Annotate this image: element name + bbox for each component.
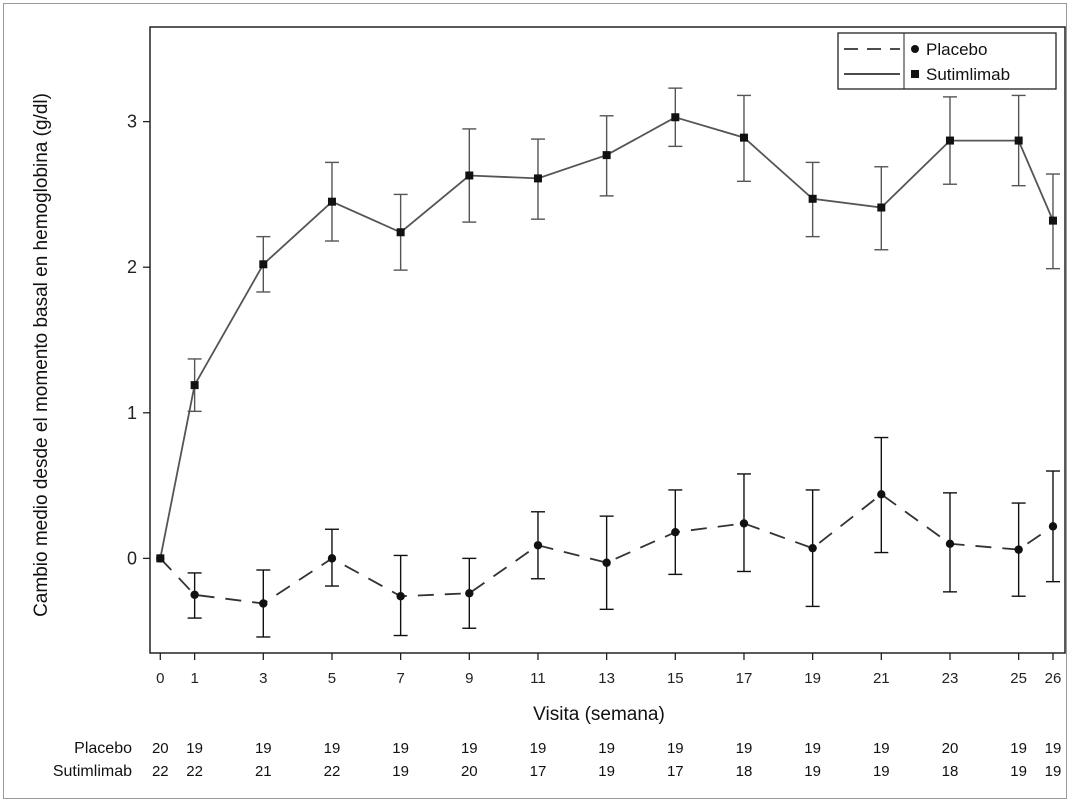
data-point bbox=[156, 554, 165, 563]
at-risk-count: 19 bbox=[598, 740, 615, 757]
data-point bbox=[877, 203, 886, 212]
legend-label: Placebo bbox=[926, 40, 987, 59]
data-point bbox=[1014, 545, 1023, 554]
at-risk-count: 19 bbox=[392, 740, 409, 757]
plot-area-frame bbox=[149, 26, 1066, 654]
at-risk-count: 19 bbox=[392, 763, 409, 780]
at-risk-count: 19 bbox=[598, 763, 615, 780]
at-risk-count: 19 bbox=[873, 740, 890, 757]
y-tick-label: 0 bbox=[127, 548, 137, 568]
at-risk-count: 18 bbox=[942, 763, 959, 780]
series-layer bbox=[156, 87, 1060, 638]
legend-swatch-marker bbox=[911, 45, 919, 53]
data-point bbox=[465, 589, 474, 598]
y-tick-label: 2 bbox=[127, 257, 137, 277]
legend-label: Sutimlimab bbox=[926, 65, 1010, 84]
x-tick-label: 26 bbox=[1045, 670, 1062, 687]
at-risk-count: 19 bbox=[667, 740, 684, 757]
data-point bbox=[671, 527, 680, 537]
data-point bbox=[327, 197, 336, 206]
at-risk-count: 19 bbox=[873, 763, 890, 780]
x-tick-label: 3 bbox=[259, 670, 267, 687]
data-point bbox=[327, 554, 337, 563]
at-risk-count: 17 bbox=[530, 763, 547, 780]
x-axis-title: Visita (semana) bbox=[533, 704, 665, 725]
series-sutimlimab bbox=[156, 87, 1060, 563]
at-risk-count: 19 bbox=[804, 763, 821, 780]
x-tick-label: 13 bbox=[598, 670, 615, 687]
at-risk-count: 19 bbox=[461, 740, 478, 757]
x-tick-label: 5 bbox=[328, 670, 336, 687]
legend-swatch-marker bbox=[911, 70, 919, 78]
data-point bbox=[808, 543, 817, 553]
x-tick-label: 19 bbox=[804, 670, 821, 687]
at-risk-count: 22 bbox=[186, 763, 203, 780]
at-risk-count: 22 bbox=[324, 763, 341, 780]
at-risk-count: 19 bbox=[530, 740, 547, 757]
at-risk-count: 18 bbox=[736, 763, 753, 780]
data-point bbox=[602, 151, 611, 160]
x-tick-label: 17 bbox=[736, 670, 753, 687]
data-point bbox=[739, 133, 748, 142]
x-tick-label: 21 bbox=[873, 670, 890, 687]
at-risk-count: 19 bbox=[736, 740, 753, 757]
at-risk-table: Placebo 20 19 19 19 19 19 19 19 19 19 19 19 20 19 19 Sut… bbox=[53, 740, 1061, 780]
legend: Placebo Sutimlimab bbox=[837, 32, 1057, 90]
at-risk-count: 20 bbox=[461, 763, 478, 780]
at-risk-count: 19 bbox=[1010, 740, 1027, 757]
data-point bbox=[190, 381, 199, 390]
at-risk-count: 20 bbox=[942, 740, 959, 757]
at-risk-count: 19 bbox=[324, 740, 341, 757]
at-risk-count: 21 bbox=[255, 763, 272, 780]
data-point bbox=[671, 113, 680, 122]
at-risk-count: 22 bbox=[152, 763, 169, 780]
data-point bbox=[533, 541, 543, 550]
data-point bbox=[739, 519, 749, 528]
series-line bbox=[159, 493, 1054, 605]
data-point bbox=[396, 228, 405, 237]
x-tick-label: 0 bbox=[156, 670, 164, 687]
x-tick-label: 7 bbox=[396, 670, 404, 687]
x-tick-label: 23 bbox=[942, 670, 959, 687]
series-placebo bbox=[156, 436, 1060, 638]
data-point bbox=[945, 136, 954, 145]
data-point bbox=[602, 558, 611, 567]
at-risk-count: 19 bbox=[1045, 740, 1062, 757]
x-tick-label: 25 bbox=[1010, 670, 1027, 687]
at-risk-count: 19 bbox=[804, 740, 821, 757]
data-point bbox=[190, 590, 199, 599]
y-tick-label: 1 bbox=[127, 403, 137, 423]
at-risk-count: 19 bbox=[186, 740, 203, 757]
y-axis-title: Cambio medio desde el momento basal en h… bbox=[31, 93, 52, 617]
data-point bbox=[1048, 522, 1058, 531]
x-tick-label: 9 bbox=[465, 670, 473, 687]
x-tick-label: 1 bbox=[190, 670, 198, 687]
data-point bbox=[533, 174, 542, 183]
at-risk-count: 19 bbox=[1045, 763, 1062, 780]
data-point bbox=[465, 171, 474, 180]
y-tick-label: 3 bbox=[127, 112, 137, 132]
at-risk-count: 19 bbox=[1010, 763, 1027, 780]
x-tick-label: 15 bbox=[667, 670, 684, 687]
data-point bbox=[1048, 216, 1057, 225]
data-point bbox=[945, 539, 955, 549]
at-risk-count: 19 bbox=[255, 740, 272, 757]
at-risk-row-label: Sutimlimab bbox=[53, 763, 132, 780]
data-point bbox=[1014, 136, 1023, 145]
x-tick-label: 11 bbox=[530, 670, 546, 687]
at-risk-count: 20 bbox=[152, 740, 169, 757]
data-point bbox=[259, 599, 268, 608]
legend-box bbox=[837, 32, 1057, 90]
data-point bbox=[259, 260, 268, 269]
at-risk-row-label: Placebo bbox=[74, 740, 132, 757]
data-point bbox=[877, 490, 886, 499]
data-point bbox=[808, 194, 817, 203]
figure-frame bbox=[3, 3, 1067, 799]
at-risk-count: 17 bbox=[667, 763, 684, 780]
data-point bbox=[396, 592, 405, 601]
